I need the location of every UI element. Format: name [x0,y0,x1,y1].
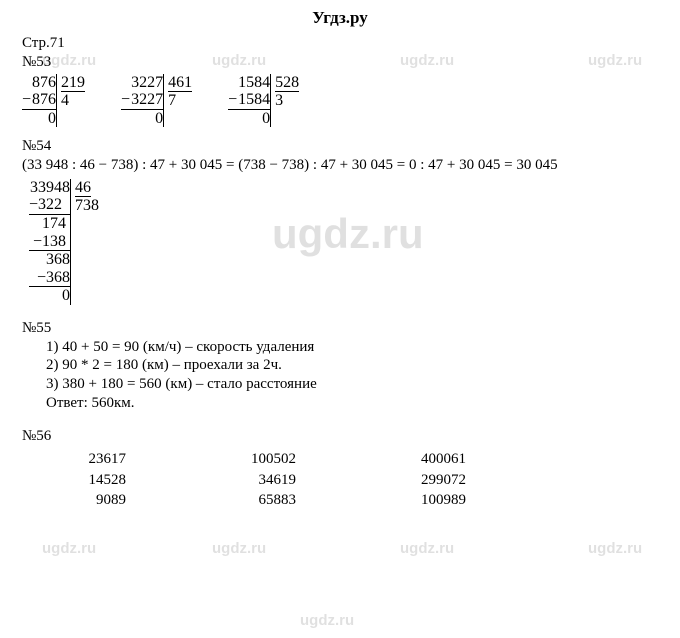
watermark: ugdz.ru [42,540,96,557]
remainder: 0 [228,110,270,128]
num: 9089 [46,490,126,510]
step: −368 [29,269,70,288]
sub: 1584 [238,91,270,108]
quotient: 4 [61,92,85,110]
n55-line: 2) 90 * 2 = 180 (км) – проехали за 2ч. [46,356,658,375]
n55-title: №55 [22,319,658,338]
n54-long-division: 33948 −322 174 −138 368 −368 0 46 738 [22,179,658,305]
long-division: 876 −876 0 219 4 [22,74,85,128]
long-division: 1584 −1584 0 528 3 [228,74,299,128]
quotient: 7 [168,92,192,110]
remainder: 0 [121,110,163,128]
dividend: 33948 [30,179,70,196]
sub: 3227 [131,91,163,108]
n54-title: №54 [22,137,658,156]
sub: 876 [32,91,56,108]
long-division: 3227 −3227 0 461 7 [121,74,192,128]
n53-title: №53 [22,53,658,72]
divisor: 219 [61,74,85,93]
page-content: Угдз.ру Стр.71 №53 876 −876 0 219 4 3227… [0,0,680,510]
divisor: 528 [275,74,299,93]
n54-expression: (33 948 : 46 − 738) : 47 + 30 045 = (738… [22,156,658,175]
divisor: 461 [168,74,192,93]
step: 368 [22,251,70,269]
watermark: ugdz.ru [400,540,454,557]
num: 14528 [46,470,126,490]
watermark: ugdz.ru [588,540,642,557]
divisor: 46 [75,179,91,198]
n55-line: 1) 40 + 50 = 90 (км/ч) – скорость удален… [46,338,658,357]
dividend: 3227 [131,74,163,91]
step: −322 [29,196,70,215]
num: 65883 [216,490,296,510]
n55-line: 3) 380 + 180 = 560 (км) – стало расстоян… [46,375,658,394]
watermark: ugdz.ru [300,612,354,629]
step: −138 [29,233,70,252]
page-header: Угдз.ру [22,8,658,28]
n53-divisions: 876 −876 0 219 4 3227 −3227 0 461 7 [22,74,658,128]
num: 34619 [216,470,296,490]
n55-answer: Ответ: 560км. [46,394,658,413]
page-label: Стр.71 [22,34,658,53]
step: 174 [22,215,70,233]
dividend: 1584 [238,74,270,91]
step: 0 [22,287,70,305]
num: 100989 [386,490,466,510]
dividend: 876 [32,74,56,91]
remainder: 0 [22,110,56,128]
quotient: 3 [275,92,299,110]
num: 400061 [386,449,466,469]
watermark: ugdz.ru [212,540,266,557]
num: 100502 [216,449,296,469]
n56-columns: 23617 14528 9089 100502 34619 65883 4000… [46,449,658,510]
quotient: 738 [75,197,99,215]
num: 299072 [386,470,466,490]
num: 23617 [46,449,126,469]
n56-title: №56 [22,427,658,446]
